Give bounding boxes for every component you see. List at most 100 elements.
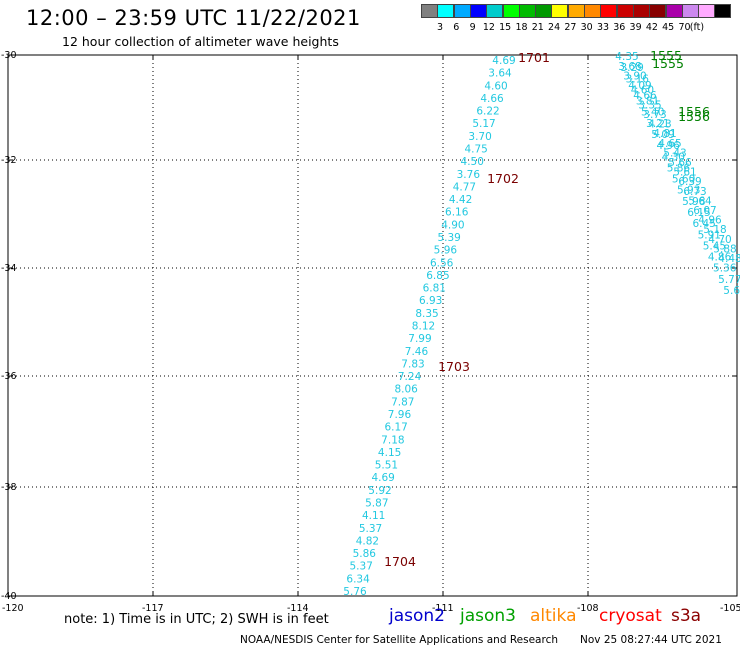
lon-label: -117 [142, 603, 164, 614]
wave-height-label: 3.81 [636, 96, 659, 108]
pass-time-label: 1556 [678, 109, 710, 124]
wave-height-label: 8.35 [415, 308, 438, 320]
wave-height-label: 4.66 [633, 90, 657, 102]
satellite-cryosat: cryosat [599, 606, 662, 626]
legend-label: 45 [662, 22, 675, 33]
wave-height-label: 6.17 [384, 422, 407, 434]
wave-height-label: 6.16 [445, 207, 469, 219]
west-track-labels: 4.693.644.604.666.225.173.704.754.503.76… [343, 50, 550, 598]
map-title: 12:00 – 23:59 UTC 11/22/2021 [26, 6, 361, 30]
wave-height-label: 4.35 [615, 51, 638, 63]
legend-label: 42 [645, 22, 658, 33]
satellite-jason2: jason2 [389, 606, 445, 626]
wave-height-label: 3.70 [468, 131, 491, 143]
legend-swatch [714, 4, 732, 18]
wave-height-label: 4.90 [441, 219, 464, 231]
wave-height-label: 5.60 [672, 174, 695, 186]
wave-height-label: 5.93 [677, 185, 700, 197]
wave-height-label: 5.62 [723, 285, 740, 297]
pass-time-label: 1555 [652, 56, 684, 71]
wave-height-label: 6.22 [476, 106, 499, 118]
wave-height-label: 4.96 [698, 215, 722, 227]
satellite-jason3: jason3 [460, 606, 516, 626]
wave-height-label: 4.66 [480, 93, 504, 105]
wave-height-label: 4.42 [449, 194, 472, 206]
map-subtitle: 12 hour collection of altimeter wave hei… [62, 34, 339, 49]
wave-height-label: 3.29 [620, 62, 643, 74]
lat-label: -30 [1, 50, 17, 61]
wave-height-label: 5.36 [713, 263, 737, 275]
legend-label: 30 [580, 22, 593, 33]
pass-time-label: 1701 [518, 50, 550, 65]
wave-height-label: 5.88 [713, 243, 736, 255]
wave-height-label: 5.40 [641, 107, 664, 119]
wave-height-label: 6.85 [426, 270, 449, 282]
wave-height-label: 3.90 [623, 71, 646, 83]
map-border [7, 54, 738, 597]
wave-height-label: 5.92 [368, 485, 391, 497]
lat-label: -38 [1, 482, 17, 493]
wave-height-label: 3.16 [626, 73, 650, 85]
wave-height-label: 5.76 [343, 586, 367, 598]
wave-height-label: 4.30 [662, 151, 685, 163]
wave-height-label: 5.09 [651, 129, 674, 141]
lat-lon-grid [8, 55, 737, 596]
wave-height-label: 4.81 [653, 128, 676, 140]
lat-label: -34 [1, 263, 17, 274]
wave-height-label: 5.96 [434, 245, 458, 257]
legend-label: 24 [548, 22, 561, 33]
satellite-altika: altika [530, 606, 577, 626]
wave-height-label: 7.18 [381, 434, 404, 446]
wave-height-label: 6.56 [430, 257, 454, 269]
wave-height-label: 5.66 [668, 157, 692, 169]
legend-label: 36 [613, 22, 626, 33]
wave-height-label: 5.86 [667, 162, 691, 174]
wave-height-label: 6.15 [687, 207, 710, 219]
wave-height-label: 5.61 [673, 167, 696, 179]
legend-label: 18 [515, 22, 528, 33]
wave-height-label: 5.51 [375, 460, 398, 472]
wave-height-label: 3.35 [638, 99, 661, 111]
legend-label: 9 [469, 22, 476, 33]
wave-height-label: 7.87 [391, 396, 414, 408]
footer-timestamp: Nov 25 08:27:44 UTC 2021 [580, 634, 722, 646]
wave-height-label: 5.77 [718, 274, 740, 286]
wave-height-label: 4.75 [464, 144, 487, 156]
lat-label: -36 [1, 371, 17, 382]
pass-time-label: 1702 [487, 171, 519, 186]
wave-height-label: 7.83 [401, 358, 424, 370]
wave-height-label: 5.91 [698, 229, 721, 241]
wave-height-label: 7.24 [398, 371, 422, 383]
legend-label: 3 [436, 22, 444, 33]
pass-time-label: 1704 [384, 554, 416, 569]
wave-height-label: 5.45 [703, 240, 726, 252]
wave-height-label: 3.21 [646, 118, 669, 130]
legend-label: 15 [499, 22, 512, 33]
wave-height-label: 5.87 [365, 498, 388, 510]
wave-height-label: 4.70 [708, 234, 731, 246]
legend-label: 39 [629, 22, 642, 33]
legend-label: 27 [564, 22, 577, 33]
wave-height-label: 4.86 [708, 252, 732, 264]
wave-height-label: 4.69 [492, 55, 515, 67]
wave-height-label: 4.60 [631, 84, 654, 96]
wave-height-label: 7.46 [405, 346, 429, 358]
wave-height-label: 4.65 [658, 138, 681, 150]
wave-height-label: 6.73 [683, 186, 706, 198]
pass-time-label: 1555 [650, 48, 682, 63]
map-frame [7, 54, 738, 597]
wave-height-label: 8.06 [394, 384, 418, 396]
wave-height-label: 6.45 [692, 218, 715, 230]
wave-height-label: 3.73 [643, 109, 666, 121]
wave-height-label: 4.50 [461, 156, 484, 168]
wave-height-label: 5.18 [703, 224, 726, 236]
legend-label: 33 [596, 22, 610, 33]
wave-height-label: 4.15 [378, 447, 401, 459]
legend-label: 12 [482, 22, 495, 33]
lon-label: -120 [2, 603, 24, 614]
wave-height-label: 7.99 [408, 333, 431, 345]
wave-height-label: 4.60 [484, 80, 507, 92]
lat-label: -40 [1, 591, 17, 602]
footer-credit: NOAA/NESDIS Center for Satellite Applica… [240, 634, 558, 646]
